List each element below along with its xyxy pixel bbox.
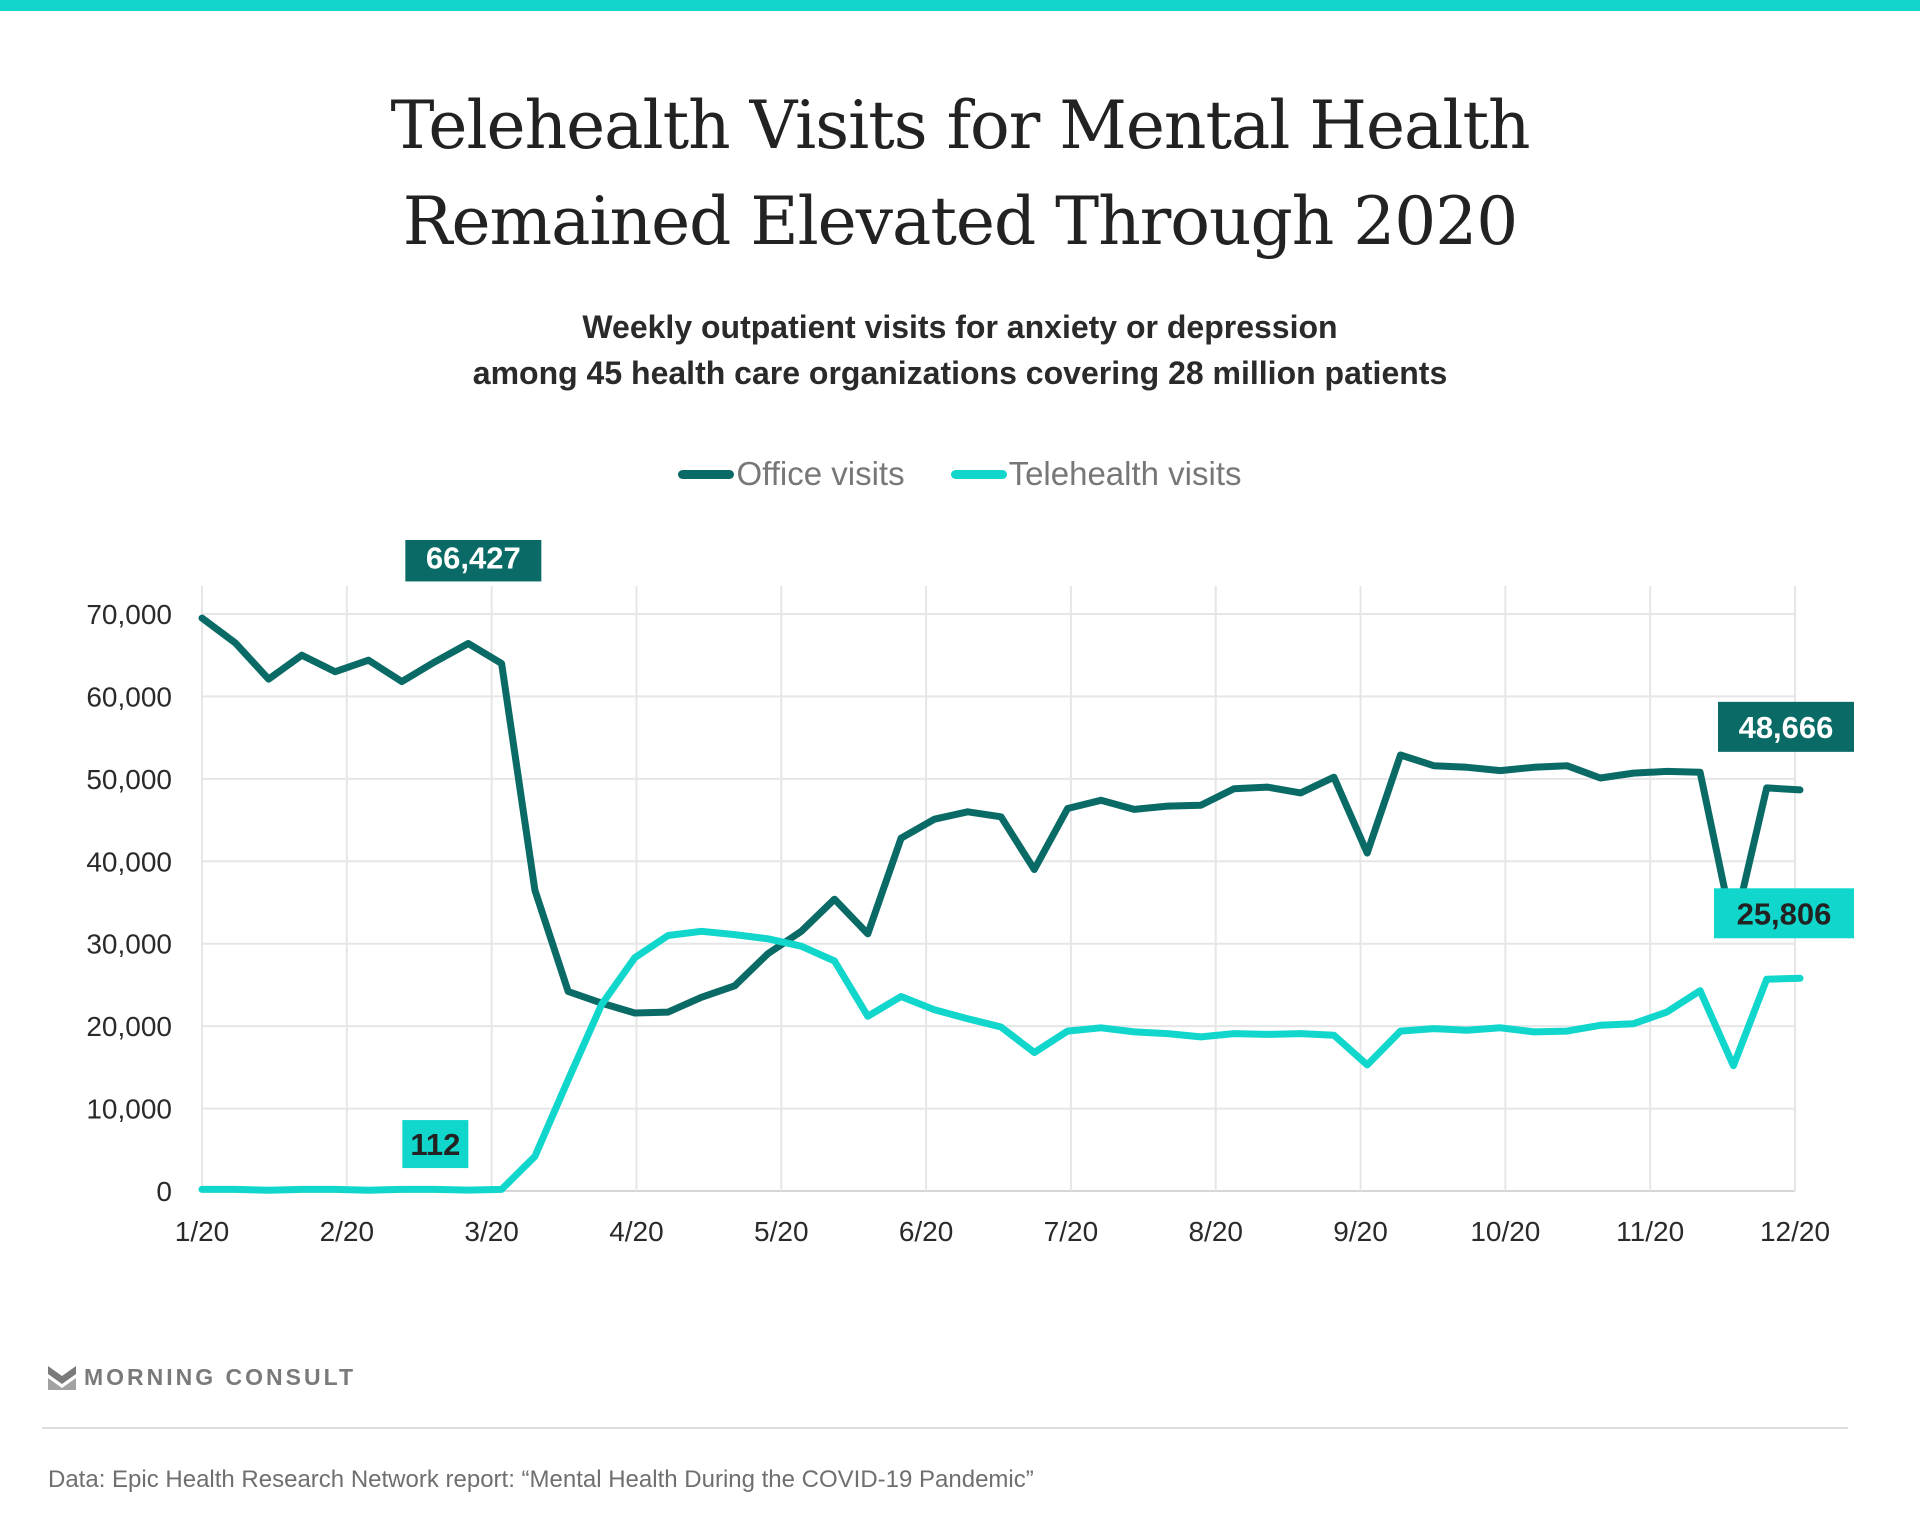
x-tick-label: 9/20 [1333,1216,1388,1247]
x-tick-label: 3/20 [464,1216,519,1247]
top-accent-bar [0,0,1920,11]
x-tick-label: 5/20 [754,1216,809,1247]
callout-box [405,540,542,582]
subtitle-line-2: among 45 health care organizations cover… [472,355,1448,391]
x-axis-ticks: 1/20 2/20 3/20 4/20 5/20 6/20 7/20 8/20 9/20 10/2… [175,1216,1830,1247]
legend-item-office: Office visits [678,455,905,493]
y-tick-label: 20,000 [86,1011,172,1042]
source-note: Data: Epic Health Research Network repor… [48,1466,1034,1493]
title-line-1: Telehealth Visits for Mental Health [390,87,1530,164]
legend-label-office: Office visits [736,455,905,492]
x-tick-label: 2/20 [320,1216,375,1247]
x-tick-label: 12/20 [1760,1216,1830,1247]
legend-item-telehealth: Telehealth visits [950,455,1242,493]
callout-label: 112 [410,1127,460,1162]
x-tick-label: 1/20 [175,1216,230,1247]
chart-title: Telehealth Visits for Mental Health Rema… [0,78,1920,270]
y-tick-label: 70,000 [86,599,172,630]
legend-swatch-telehealth [950,469,1007,479]
title-line-2: Remained Elevated Through 2020 [402,183,1518,260]
x-tick-label: 10/20 [1470,1216,1540,1247]
y-tick-label: 30,000 [86,929,172,960]
footer-divider [42,1427,1848,1429]
callout-label: 66,427 [426,540,521,575]
morning-consult-logo: MORNING CONSULT [48,1364,356,1391]
callout-box [402,1120,469,1169]
line-chart: 0 10,000 20,000 30,000 40,000 50,000 60,000 70,… [86,540,1854,1247]
data-callouts: 66,427 112 48,666 25,806 [402,540,1854,1169]
callout-box [1714,888,1854,939]
legend-swatch-office [678,469,735,479]
callout-office-visits: 66,427 [405,540,542,582]
series-line-office-visits [198,614,1804,1017]
logo-text: MORNING CONSULT [84,1364,357,1390]
legend: Office visits Telehealth visits [0,455,1920,493]
x-tick-label: 7/20 [1044,1216,1099,1247]
y-tick-label: 40,000 [86,846,172,877]
morning-consult-m-icon [48,1365,76,1390]
y-axis-ticks: 0 10,000 20,000 30,000 40,000 50,000 60,000 70,… [86,599,172,1207]
chart-subtitle: Weekly outpatient visits for anxiety or … [0,304,1920,396]
y-tick-label: 10,000 [86,1094,172,1125]
callout-telehealth-visits: 112 [402,1120,469,1169]
callout-box [1718,701,1854,752]
subtitle-line-1: Weekly outpatient visits for anxiety or … [582,309,1338,345]
y-tick-label: 0 [156,1176,172,1207]
legend-label-telehealth: Telehealth visits [1008,455,1242,492]
x-tick-label: 4/20 [609,1216,664,1247]
y-tick-label: 60,000 [86,681,172,712]
callout-telehealth-visits: 25,806 [1714,888,1854,939]
x-tick-label: 8/20 [1188,1216,1243,1247]
callout-label: 25,806 [1737,896,1832,931]
gridlines [201,586,1796,1192]
callout-office-visits: 48,666 [1718,701,1854,752]
series-line-telehealth-visits [198,927,1804,1194]
series-lines [198,614,1804,1194]
callout-label: 48,666 [1739,710,1834,745]
y-tick-label: 50,000 [86,764,172,795]
x-tick-label: 6/20 [899,1216,954,1247]
x-tick-label: 11/20 [1616,1216,1684,1247]
